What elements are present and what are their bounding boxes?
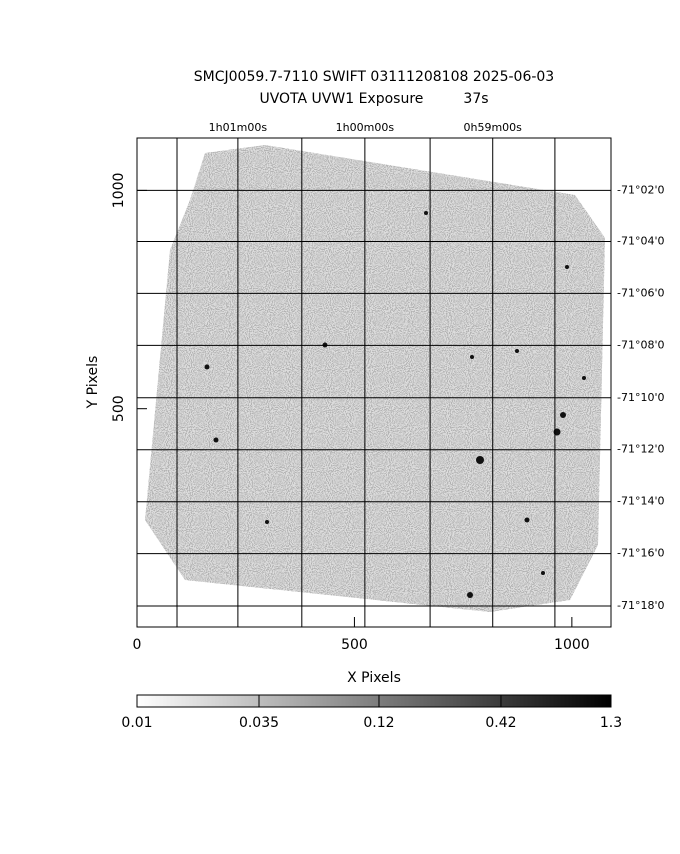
x2-tick-label: 0h59m00s bbox=[464, 121, 523, 134]
y2-tick-label: -71°04'0 bbox=[617, 234, 665, 247]
plot-frame bbox=[136, 137, 612, 628]
x-tick-label: 500 bbox=[341, 637, 368, 653]
exposure-map bbox=[145, 145, 605, 612]
x2-tick-label: 1h01m00s bbox=[209, 121, 268, 134]
colorbar-tick-label: 1.3 bbox=[600, 715, 622, 731]
colorbar-tick-label: 0.12 bbox=[363, 715, 394, 731]
y2-tick-label: -71°12'0 bbox=[617, 443, 665, 456]
x-tick-label: 0 bbox=[133, 637, 142, 653]
colorbar-tick-label: 0.035 bbox=[239, 715, 279, 731]
y2-tick-label: -71°10'0 bbox=[617, 391, 665, 404]
y2-tick-label: -71°18'0 bbox=[617, 599, 665, 612]
colorbar-tick-label: 0.01 bbox=[121, 715, 152, 731]
y2-tick-label: -71°14'0 bbox=[617, 495, 665, 508]
y-tick-label: 1000 bbox=[111, 173, 127, 209]
y2-tick-label: -71°16'0 bbox=[617, 547, 665, 560]
sources bbox=[204, 211, 586, 598]
chart-title: SMCJ0059.7-7110 SWIFT 03111208108 2025-0… bbox=[194, 69, 554, 85]
colorbar-tick-label: 0.42 bbox=[485, 715, 516, 731]
x2-tick-label: 1h00m00s bbox=[336, 121, 395, 134]
y2-tick-label: -71°06'0 bbox=[617, 286, 665, 299]
y-axis-label: Y Pixels bbox=[85, 356, 101, 410]
y2-tick-label: -71°02'0 bbox=[617, 183, 665, 196]
y-tick-label: 500 bbox=[111, 395, 127, 422]
y2-tick-label: -71°08'0 bbox=[617, 338, 665, 351]
chart-subtitle: UVOTA UVW1 Exposure 37s bbox=[259, 91, 488, 107]
x-tick-label: 1000 bbox=[554, 637, 590, 653]
colorbar bbox=[136, 694, 612, 708]
x-axis-label: X Pixels bbox=[347, 670, 401, 686]
